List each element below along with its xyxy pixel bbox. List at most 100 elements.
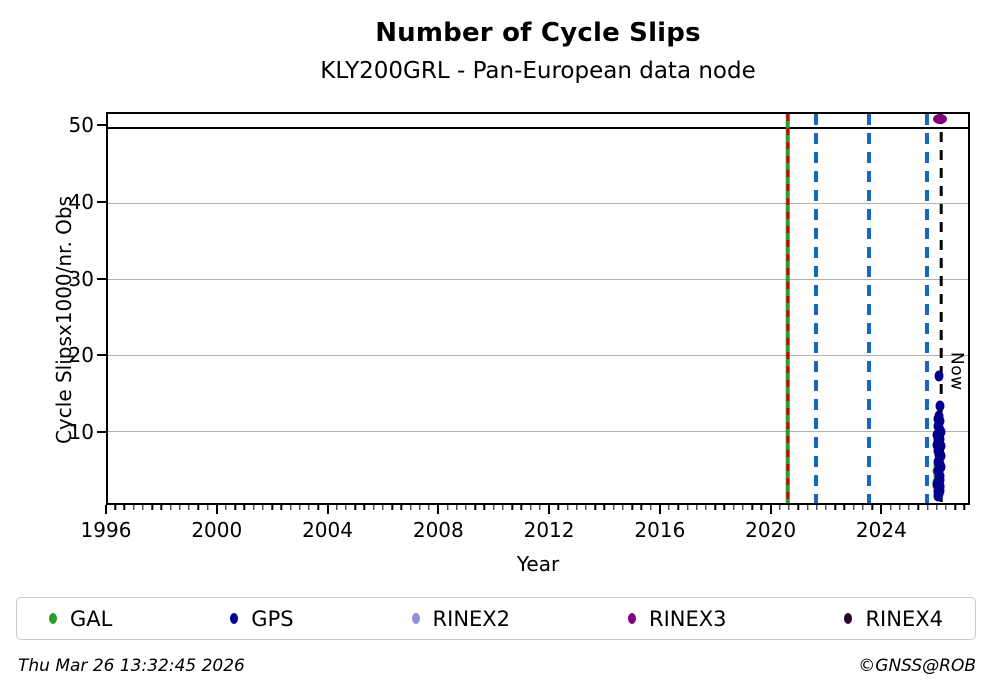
now-label: Now	[946, 352, 967, 391]
x-minor-tick	[271, 505, 273, 510]
x-minor-tick	[612, 505, 615, 510]
x-minor-tick	[299, 505, 301, 510]
x-axis-label: Year	[516, 552, 560, 576]
x-minor-tick	[557, 505, 559, 510]
legend: GAL GPS RINEX2 RINEX3 RINEX4	[16, 597, 976, 640]
x-tick-mark-2008	[437, 505, 440, 514]
x-minor-tick	[336, 505, 338, 510]
x-tick-mark-2020	[769, 505, 772, 514]
x-minor-tick	[142, 505, 144, 510]
event-line-0-overlay	[786, 114, 790, 503]
chart-title: Number of Cycle Slips	[375, 18, 701, 48]
rinex3-data-point	[933, 114, 948, 125]
x-minor-tick	[206, 505, 209, 510]
x-minor-tick	[585, 505, 587, 510]
gps-data-point	[936, 450, 946, 462]
x-minor-tick	[899, 505, 901, 510]
x-minor-tick	[539, 505, 541, 510]
x-minor-tick	[132, 505, 135, 510]
x-minor-tick	[936, 505, 938, 510]
gps-data-point	[933, 432, 943, 444]
y-tick-label-50: 50	[68, 113, 94, 138]
plot-area: Now	[106, 112, 970, 505]
x-minor-tick	[640, 505, 643, 510]
gridline-y-40	[108, 202, 968, 205]
x-minor-tick	[363, 505, 366, 510]
gps-data-point	[934, 455, 943, 467]
now-line	[939, 114, 943, 503]
x-minor-tick	[816, 505, 818, 510]
x-minor-tick	[649, 505, 652, 510]
x-minor-tick	[474, 505, 476, 510]
x-minor-tick	[520, 505, 523, 510]
legend-label-gps: GPS	[251, 606, 294, 631]
gridline-y-10	[108, 430, 968, 432]
gridline-y-20	[108, 354, 968, 357]
threshold-line-50	[108, 126, 968, 130]
x-minor-tick	[908, 505, 910, 510]
gps-data-point	[934, 464, 944, 476]
x-minor-tick	[834, 505, 836, 510]
x-minor-tick	[954, 505, 956, 510]
x-minor-tick	[243, 505, 246, 510]
legend-item-rinex2: RINEX2	[411, 606, 511, 631]
x-minor-tick	[188, 505, 190, 510]
gps-data-point	[936, 426, 946, 438]
x-tick-label-2004: 2004	[302, 518, 353, 542]
x-minor-tick	[871, 505, 873, 510]
x-minor-tick	[714, 505, 716, 510]
x-minor-tick	[917, 505, 919, 510]
gps-data-point	[932, 439, 942, 451]
x-minor-tick	[234, 505, 236, 510]
x-minor-tick	[723, 505, 726, 510]
gps-data-point	[935, 485, 945, 497]
x-tick-mark-2024	[880, 505, 883, 514]
y-tick-label-20: 20	[68, 343, 94, 368]
x-tick-mark-2016	[658, 505, 661, 514]
legend-marker-gps	[230, 613, 239, 624]
legend-item-gps: GPS	[230, 606, 294, 631]
legend-marker-rinex3	[628, 613, 636, 624]
gps-data-point	[935, 400, 945, 412]
legend-label-rinex4: RINEX4	[865, 606, 943, 631]
x-minor-tick	[926, 505, 929, 510]
x-tick-mark-2004	[326, 505, 329, 514]
legend-marker-gal	[49, 613, 57, 624]
x-minor-tick	[686, 505, 689, 510]
gps-data-point	[934, 370, 943, 382]
x-minor-tick	[456, 505, 458, 510]
y-tick-label-10: 10	[68, 420, 94, 445]
y-tick-label-40: 40	[68, 189, 94, 214]
x-minor-tick	[483, 505, 486, 510]
x-tick-mark-2000	[215, 505, 218, 514]
x-minor-tick	[400, 505, 403, 510]
x-minor-tick	[742, 505, 744, 510]
legend-label-rinex2: RINEX2	[432, 606, 511, 631]
x-minor-tick	[594, 505, 596, 510]
legend-label-rinex3: RINEX3	[649, 606, 727, 631]
x-minor-tick	[391, 505, 393, 510]
x-minor-tick	[317, 505, 319, 510]
x-minor-tick	[160, 505, 163, 510]
x-minor-tick	[502, 505, 504, 510]
x-minor-tick	[760, 505, 763, 510]
x-minor-tick	[732, 505, 735, 510]
credit-text: ©GNSS@ROB	[858, 656, 976, 676]
timestamp-text: Thu Mar 26 13:32:45 2026	[18, 656, 245, 676]
legend-label-gal: GAL	[70, 606, 113, 631]
x-minor-tick	[566, 505, 569, 510]
x-minor-tick	[825, 505, 827, 510]
x-minor-tick	[151, 505, 153, 510]
x-minor-tick	[576, 505, 578, 510]
gridline-y-30	[108, 278, 968, 281]
chart-subtitle: KLY200GRL - Pan-European data node	[320, 58, 756, 84]
x-minor-tick	[280, 505, 283, 510]
legend-item-rinex3: RINEX3	[628, 607, 727, 631]
x-minor-tick	[779, 505, 781, 510]
x-tick-label-1996: 1996	[80, 518, 132, 542]
x-minor-tick	[252, 505, 255, 510]
x-minor-tick	[372, 505, 375, 510]
x-minor-tick	[419, 505, 421, 510]
x-minor-tick	[806, 505, 809, 510]
